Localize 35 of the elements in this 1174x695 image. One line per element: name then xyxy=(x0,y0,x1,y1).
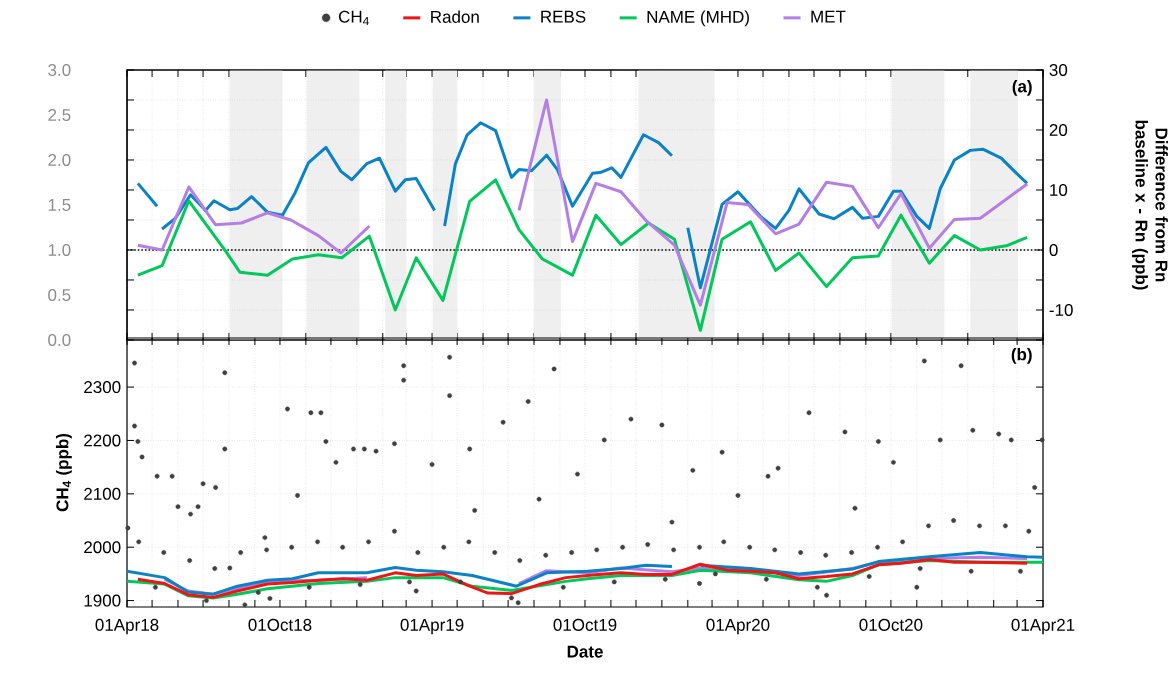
legend-label: MET xyxy=(811,10,846,23)
y-tick-label: 0.0 xyxy=(48,333,71,347)
x-axis-title: Date xyxy=(567,645,603,658)
y-tick-label: 2.0 xyxy=(48,153,71,167)
x-tick-label: 01Oct18 xyxy=(248,618,312,631)
line-series xyxy=(136,178,1029,332)
legend-label: NAME (MHD) xyxy=(647,10,749,27)
x-tick-label: 01Oct20 xyxy=(859,618,923,631)
annotation: (a) xyxy=(1012,79,1032,96)
legend-label: REBS xyxy=(541,10,586,23)
y2-tick-label: 0 xyxy=(1049,243,1058,257)
y-tick-label: 2200 xyxy=(84,434,121,447)
y2-tick-label: 30 xyxy=(1049,63,1068,77)
legend-label: Radon xyxy=(431,10,479,23)
y-tick-label: 3.0 xyxy=(48,63,71,77)
y2-tick-label: 10 xyxy=(1050,183,1068,197)
y-tick-label: 1.5 xyxy=(48,199,71,211)
y-axis-title: CH$_{4}$ (ppb) xyxy=(55,433,72,512)
x-tick-label: 01Apr19 xyxy=(400,618,464,635)
x-tick-label: 01Apr18 xyxy=(95,618,159,635)
y2-tick-label: -10 xyxy=(1049,303,1073,317)
y2-axis-title: Difference from Rn baseline x - Rn (ppb) xyxy=(1132,120,1168,290)
x-tick-label: 01Oct19 xyxy=(553,618,617,631)
legend-label: CH$_{4}$ xyxy=(338,10,369,26)
y-tick-label: 1.0 xyxy=(48,243,71,257)
y-tick-label: 2000 xyxy=(84,541,121,554)
x-tick-label: 01Apr21 xyxy=(1011,618,1075,635)
annotation: (b) xyxy=(1011,347,1032,364)
y-tick-label: 2.5 xyxy=(48,108,71,122)
y-tick-label: 0.5 xyxy=(48,288,71,302)
y-tick-label: 2300 xyxy=(84,381,121,394)
y-tick-label: 2100 xyxy=(84,487,121,500)
x-tick-label: 01Apr20 xyxy=(706,618,770,635)
y2-tick-label: 20 xyxy=(1049,123,1068,137)
y-tick-label: 1900 xyxy=(84,594,121,607)
